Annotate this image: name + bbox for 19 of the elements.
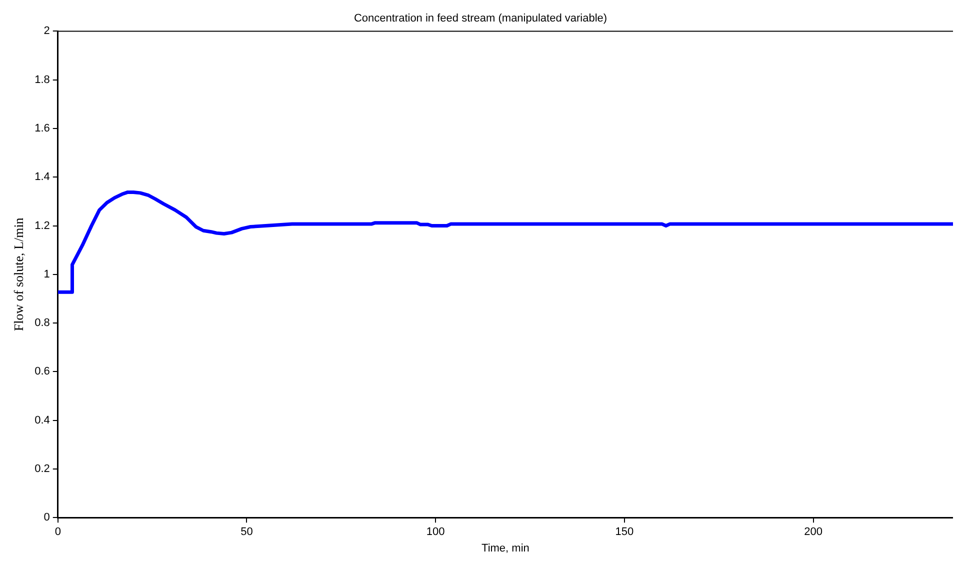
y-tick-label: 0.6 — [34, 366, 50, 378]
x-tick-label: 0 — [54, 526, 61, 538]
y-tick-label: 0.4 — [34, 414, 50, 426]
y-tick-label: 2 — [44, 25, 50, 38]
y-tick-label: 1.2 — [34, 220, 50, 232]
y-tick-label: 0 — [44, 512, 50, 524]
y-tick-label: 0.2 — [34, 462, 50, 475]
y-tick-label: 1 — [44, 268, 50, 280]
y-tick-label: 1.8 — [34, 74, 50, 86]
x-tick-label: 150 — [615, 526, 634, 538]
x-axis-title: Time, min — [482, 542, 530, 554]
x-tick-label: 100 — [426, 526, 445, 538]
x-tick-label: 50 — [240, 526, 253, 538]
x-tick-label: 200 — [804, 526, 822, 538]
y-axis-title: Flow of solute, L/min — [11, 217, 26, 332]
y-tick-label: 1.6 — [34, 122, 50, 135]
y-tick-label: 0.8 — [34, 317, 50, 330]
chart-title: Concentration in feed stream (manipulated variable) — [354, 12, 608, 25]
y-tick-label: 1.4 — [34, 171, 50, 184]
